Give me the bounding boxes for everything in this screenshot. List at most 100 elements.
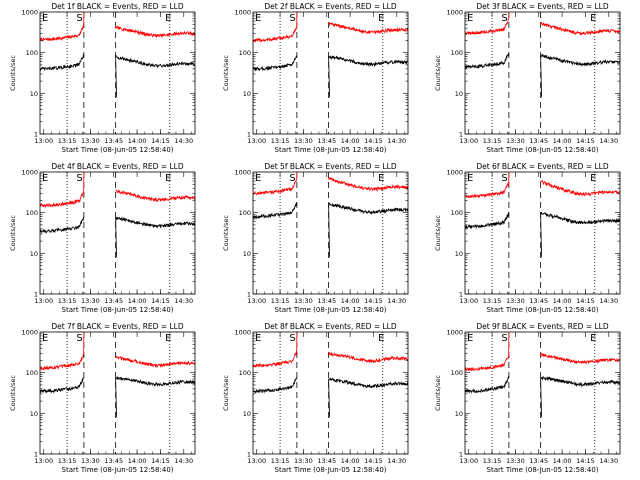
x-tick-label: 13:30 xyxy=(506,137,525,145)
y-tick-label: 1000 xyxy=(21,9,38,17)
panel-title: Det 4f BLACK = Events, RED = LLD xyxy=(51,162,184,171)
y-tick-label: 10 xyxy=(243,250,251,258)
x-tick-label: 14:00 xyxy=(128,297,147,305)
plot-area xyxy=(40,332,195,454)
y-axis-label: Counts/sec xyxy=(434,375,442,411)
y-tick-label: 1 xyxy=(459,451,463,459)
x-tick-label: 13:00 xyxy=(34,297,53,305)
plot-area xyxy=(465,172,620,294)
series-events-post xyxy=(328,55,408,98)
y-tick-label: 1000 xyxy=(21,169,38,177)
x-tick-label: 14:30 xyxy=(174,457,193,465)
plot-frame xyxy=(39,171,196,295)
y-axis-label: Counts/sec xyxy=(434,55,442,91)
panel-title: Det 3f BLACK = Events, RED = LLD xyxy=(476,2,609,11)
y-tick-label: 10 xyxy=(455,90,463,98)
y-tick-label: 1 xyxy=(459,291,463,299)
y-tick-label: 1000 xyxy=(234,169,251,177)
marker-label-e-end: E xyxy=(590,173,596,184)
marker-label-e-start: E xyxy=(42,333,48,344)
x-tick-label: 13:30 xyxy=(294,297,313,305)
x-axis-label: Start Time (08-Jun-05 12:58:40) xyxy=(275,466,387,474)
x-tick-label: 14:00 xyxy=(553,297,572,305)
marker-label-s: S xyxy=(76,333,82,344)
x-tick-label: 13:45 xyxy=(317,457,336,465)
series-events-post xyxy=(115,376,195,418)
x-tick-label: 13:00 xyxy=(34,457,53,465)
x-tick-label: 13:45 xyxy=(529,297,548,305)
series-lld-post xyxy=(115,25,195,39)
plot-frame xyxy=(252,331,409,455)
marker-label-s: S xyxy=(289,173,295,184)
x-tick-label: 13:30 xyxy=(294,137,313,145)
series-events-pre xyxy=(465,375,510,394)
series-events-pre xyxy=(40,54,84,72)
series-lld-pre xyxy=(465,172,510,199)
x-tick-label: 14:00 xyxy=(128,137,147,145)
plot-area xyxy=(253,172,408,294)
x-tick-label: 14:30 xyxy=(387,297,406,305)
y-tick-label: 1000 xyxy=(446,9,463,17)
y-tick-label: 1 xyxy=(247,451,251,459)
x-tick-label: 14:15 xyxy=(151,137,170,145)
x-tick-label: 13:15 xyxy=(271,297,290,305)
panel-title: Det 9f BLACK = Events, RED = LLD xyxy=(476,322,609,331)
y-axis-label: Counts/sec xyxy=(434,215,442,251)
x-axis-label: Start Time (08-Jun-05 12:58:40) xyxy=(62,466,174,474)
panel-title: Det 8f BLACK = Events, RED = LLD xyxy=(264,322,397,331)
y-tick-label: 10 xyxy=(455,250,463,258)
x-tick-label: 14:30 xyxy=(174,297,193,305)
x-tick-label: 13:15 xyxy=(58,297,77,305)
y-tick-label: 100 xyxy=(239,369,251,377)
x-tick-label: 13:00 xyxy=(459,457,478,465)
y-tick-label: 100 xyxy=(26,209,38,217)
x-tick-label: 14:30 xyxy=(599,297,618,305)
series-lld-pre xyxy=(40,12,85,42)
x-axis-label: Start Time (08-Jun-05 12:58:40) xyxy=(275,146,387,154)
y-tick-label: 1000 xyxy=(446,169,463,177)
series-events-pre xyxy=(40,377,84,394)
series-lld-post xyxy=(328,351,408,364)
x-tick-label: 13:00 xyxy=(247,457,266,465)
plot-frame xyxy=(464,11,621,135)
marker-label-e-end: E xyxy=(378,13,384,24)
series-events-pre xyxy=(253,376,298,394)
y-tick-label: 1 xyxy=(459,131,463,139)
x-tick-label: 14:30 xyxy=(387,137,406,145)
marker-label-e-end: E xyxy=(378,333,384,344)
series-lld-post xyxy=(328,21,408,35)
y-tick-label: 100 xyxy=(451,49,463,57)
marker-label-s: S xyxy=(76,173,82,184)
series-events-post xyxy=(540,375,620,418)
series-lld-pre xyxy=(253,172,298,196)
y-tick-label: 100 xyxy=(239,49,251,57)
y-tick-label: 1 xyxy=(34,131,38,139)
y-axis-label: Counts/sec xyxy=(222,55,230,91)
x-axis-label: Start Time (08-Jun-05 12:58:40) xyxy=(275,306,387,314)
y-axis-label: Counts/sec xyxy=(9,375,17,411)
y-tick-label: 1000 xyxy=(446,329,463,337)
series-lld-pre xyxy=(465,12,510,36)
marker-label-s: S xyxy=(501,333,507,344)
series-events-pre xyxy=(253,55,298,72)
panel-title: Det 5f BLACK = Events, RED = LLD xyxy=(264,162,397,171)
x-tick-label: 14:30 xyxy=(599,457,618,465)
x-tick-label: 14:15 xyxy=(576,457,595,465)
plot-frame xyxy=(464,171,621,295)
x-tick-label: 13:45 xyxy=(104,457,123,465)
marker-label-e-start: E xyxy=(42,173,48,184)
x-axis-label: Start Time (08-Jun-05 12:58:40) xyxy=(487,306,599,314)
x-axis-label: Start Time (08-Jun-05 12:58:40) xyxy=(487,466,599,474)
x-tick-label: 14:15 xyxy=(364,457,383,465)
marker-label-s: S xyxy=(289,13,295,24)
series-events-pre xyxy=(465,53,510,69)
y-tick-label: 1000 xyxy=(234,329,251,337)
x-tick-label: 13:30 xyxy=(294,457,313,465)
